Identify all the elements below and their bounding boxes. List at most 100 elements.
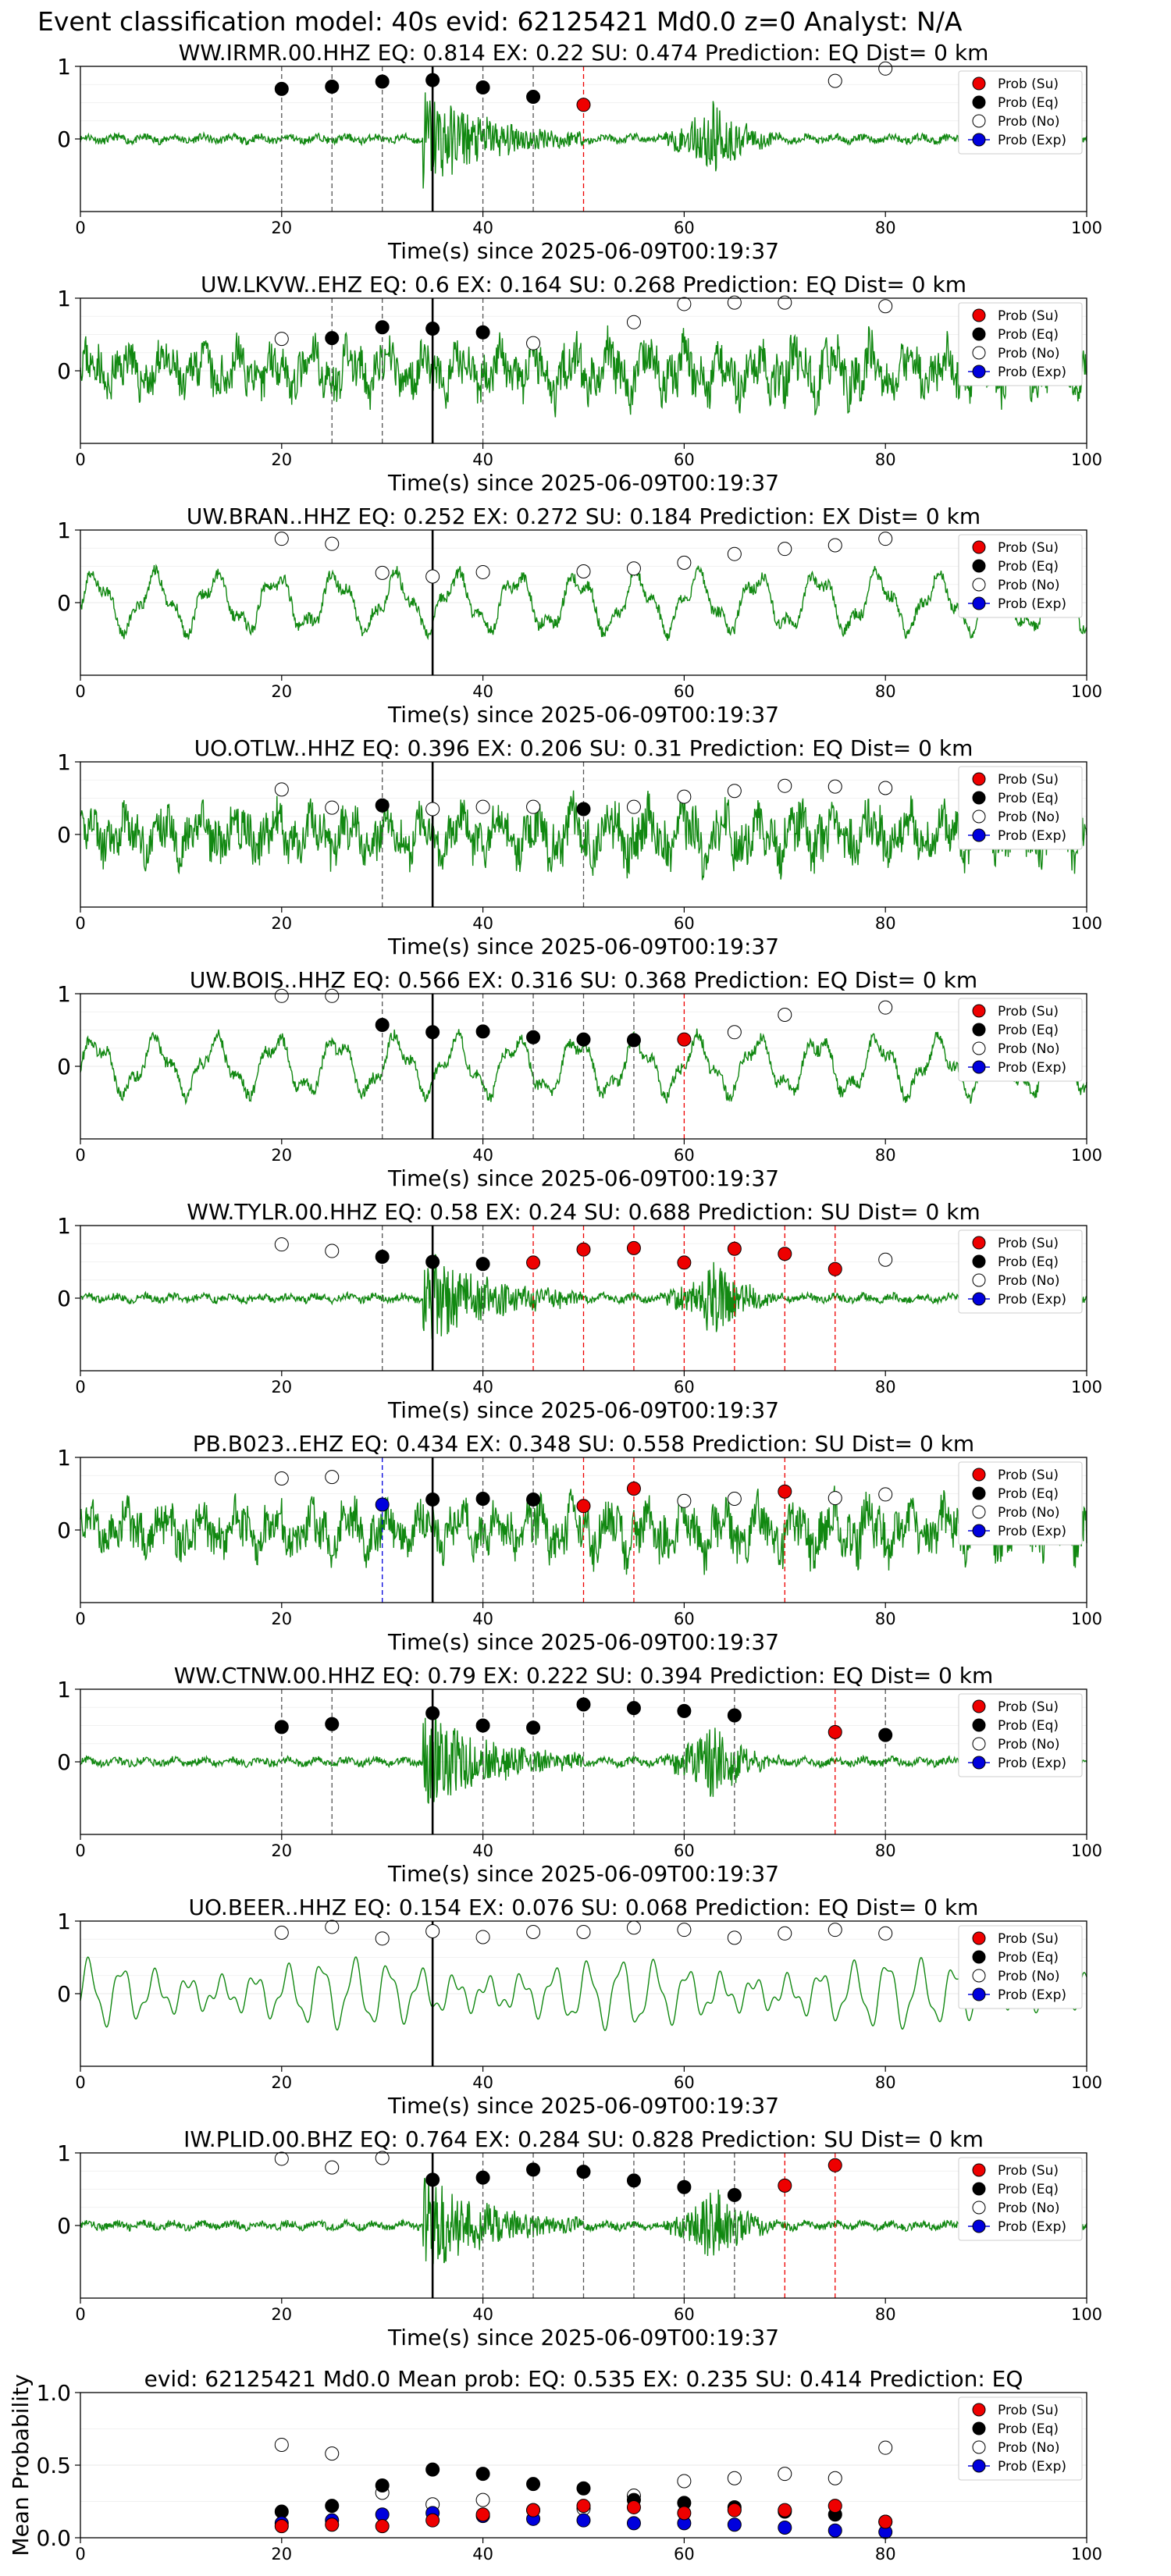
x-tick-label: 20 — [271, 1378, 292, 1397]
y-tick-label: 1 — [57, 2140, 71, 2166]
x-tick-label: 0 — [75, 682, 85, 701]
prob-point-eq — [475, 1257, 490, 1272]
legend-label-eq: Prob (Eq) — [998, 2421, 1059, 2437]
x-axis-label: Time(s) since 2025-06-09T00:19:37 — [387, 470, 779, 496]
x-tick-label: 60 — [674, 1146, 695, 1165]
legend-frame — [958, 2157, 1083, 2241]
y-tick-label: 0 — [57, 2213, 71, 2239]
prob-point-no — [677, 1493, 692, 1508]
x-tick-label: 20 — [271, 914, 292, 933]
mean-point-eq — [576, 2481, 591, 2496]
x-tick-label: 20 — [271, 2545, 292, 2564]
legend-marker-exp — [972, 1524, 986, 1538]
prob-point-no — [274, 2151, 289, 2166]
mean-point-exp — [727, 2517, 742, 2532]
legend-label-eq: Prob (Eq) — [998, 327, 1059, 343]
x-tick-label: 20 — [271, 1841, 292, 1860]
x-axis-label: Time(s) since 2025-06-09T00:19:37 — [387, 934, 779, 959]
legend-marker-su — [972, 1236, 986, 1250]
x-tick-label: 20 — [271, 219, 292, 237]
legend-label-exp: Prob (Exp) — [998, 2219, 1066, 2235]
panel-title: UW.BRAN..HHZ EQ: 0.252 EX: 0.272 SU: 0.1… — [187, 503, 981, 529]
mean-probability-panel: evid: 62125421 Md0.0 Mean prob: EQ: 0.53… — [8, 2366, 1102, 2564]
prob-point-su — [677, 1032, 692, 1047]
prob-point-no — [325, 1920, 340, 1934]
prob-point-eq — [375, 798, 390, 813]
panel-title: WW.CTNW.00.HHZ EQ: 0.79 EX: 0.222 SU: 0.… — [174, 1663, 994, 1688]
prob-point-eq — [425, 1025, 440, 1040]
prob-point-eq — [325, 1717, 340, 1731]
prob-point-no — [325, 800, 340, 815]
prob-point-su — [576, 98, 591, 112]
panel-title: IW.PLID.00.BHZ EQ: 0.764 EX: 0.284 SU: 0… — [183, 2126, 984, 2152]
mean-point-su — [677, 2506, 692, 2521]
prob-point-eq — [375, 1017, 390, 1032]
mean-point-eq — [325, 2499, 340, 2514]
legend-label-no: Prob (No) — [998, 346, 1060, 361]
legend-frame — [958, 1693, 1083, 1777]
prob-point-no — [274, 1925, 289, 1940]
panel-title: WW.TYLR.00.HHZ EQ: 0.58 EX: 0.24 SU: 0.6… — [187, 1199, 980, 1225]
x-tick-label: 80 — [875, 2073, 896, 2092]
legend-marker-su — [972, 2403, 986, 2417]
legend-marker-no — [972, 1969, 986, 1983]
x-tick-label: 60 — [674, 1378, 695, 1397]
x-axis-label: Time(s) since 2025-06-09T00:19:37 — [387, 1165, 779, 1191]
legend: Prob (Su) Prob (Eq) Prob (No) Prob (Exp) — [958, 302, 1083, 386]
prob-point-no — [727, 1025, 742, 1040]
prob-point-eq — [425, 1492, 440, 1507]
mean-point-eq — [375, 2478, 390, 2493]
legend-label-su: Prob (Su) — [998, 1931, 1059, 1947]
legend-label-no: Prob (No) — [998, 1505, 1060, 1521]
figure-suptitle: Event classification model: 40s evid: 62… — [37, 6, 963, 37]
y-tick-label: 0 — [57, 358, 71, 384]
x-tick-label: 20 — [271, 1146, 292, 1165]
x-tick-label: 100 — [1071, 1378, 1102, 1397]
legend-label-no: Prob (No) — [998, 2201, 1060, 2216]
prob-point-eq — [375, 1249, 390, 1264]
legend-marker-no — [972, 809, 986, 824]
legend-label-no: Prob (No) — [998, 1041, 1060, 1057]
legend-label-su: Prob (Su) — [998, 772, 1059, 788]
station-panel: PB.B023..EHZ EQ: 0.434 EX: 0.348 SU: 0.5… — [57, 1431, 1102, 1655]
prob-point-no — [878, 299, 893, 314]
legend: Prob (Su) Prob (Eq) Prob (No) Prob (Exp) — [958, 1229, 1083, 1314]
panel-title: PB.B023..EHZ EQ: 0.434 EX: 0.348 SU: 0.5… — [193, 1431, 974, 1457]
prob-point-no — [727, 1492, 742, 1507]
waveform-trace — [80, 325, 1087, 418]
x-tick-label: 60 — [674, 2073, 695, 2092]
x-tick-label: 60 — [674, 1841, 695, 1860]
legend-label-eq: Prob (Eq) — [998, 1254, 1059, 1270]
prob-point-no — [274, 782, 289, 797]
legend-marker-su — [972, 1699, 986, 1713]
mean-point-exp — [576, 2513, 591, 2528]
legend-label-exp: Prob (Exp) — [998, 828, 1066, 844]
prob-point-eq — [325, 331, 340, 346]
x-axis-label: Time(s) since 2025-06-09T00:19:37 — [387, 2093, 779, 2119]
x-tick-label: 0 — [75, 1841, 85, 1860]
x-tick-label: 100 — [1071, 219, 1102, 237]
prob-point-no — [325, 1470, 340, 1485]
mean-point-su — [526, 2503, 541, 2517]
legend-label-su: Prob (Su) — [998, 1004, 1059, 1019]
legend-label-eq: Prob (Eq) — [998, 1950, 1059, 1966]
prob-point-no — [778, 1926, 792, 1941]
x-tick-label: 40 — [472, 450, 493, 469]
prob-point-eq — [576, 2165, 591, 2179]
legend-label-no: Prob (No) — [998, 2440, 1060, 2456]
prob-point-no — [778, 778, 792, 793]
legend-label-eq: Prob (Eq) — [998, 1023, 1059, 1038]
x-tick-label: 60 — [674, 2545, 695, 2564]
prob-point-eq — [475, 325, 490, 340]
mean-point-su — [325, 2517, 340, 2532]
x-tick-label: 40 — [472, 1378, 493, 1397]
x-tick-label: 60 — [674, 682, 695, 701]
legend-label-exp: Prob (Exp) — [998, 596, 1066, 612]
prob-point-no — [878, 1252, 893, 1267]
prob-point-no — [878, 1926, 893, 1941]
prob-point-eq — [526, 2162, 541, 2177]
x-tick-label: 40 — [472, 1610, 493, 1628]
legend-label-eq: Prob (Eq) — [998, 1718, 1059, 1734]
panel-title: UO.BEER..HHZ EQ: 0.154 EX: 0.076 SU: 0.0… — [189, 1895, 979, 1920]
